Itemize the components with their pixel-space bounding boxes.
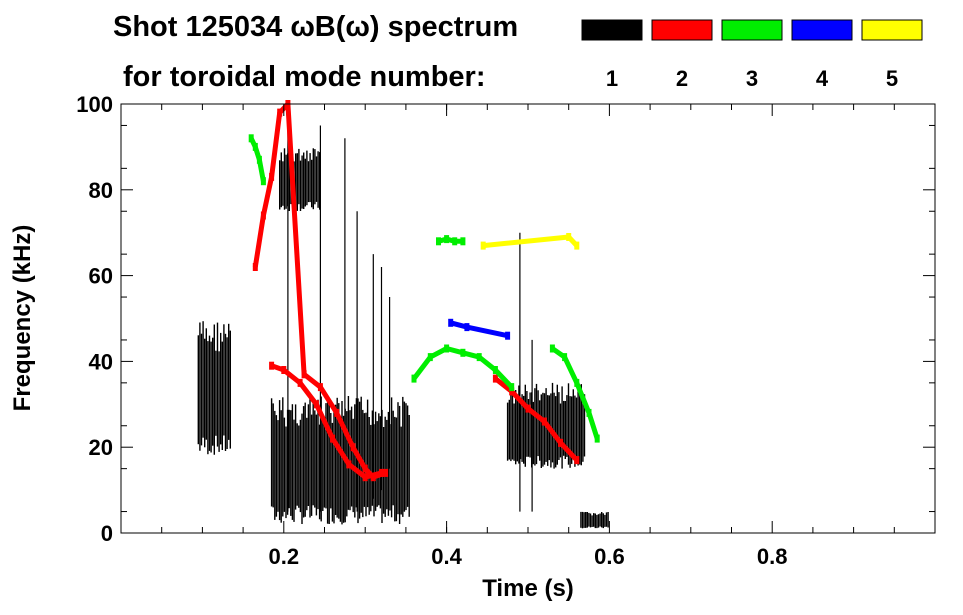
series-point — [260, 211, 266, 220]
series-n3-68khz — [436, 235, 466, 246]
series-point — [362, 464, 368, 473]
series-point — [269, 361, 275, 370]
legend-swatch-5 — [861, 19, 923, 41]
y-tick-label: 60 — [89, 264, 113, 289]
series-point — [574, 456, 580, 465]
legend-label-5: 5 — [886, 66, 898, 91]
region-n1-end-blob — [580, 511, 609, 529]
series-point — [297, 378, 303, 387]
x-tick-label: 0.4 — [431, 544, 462, 569]
series-point — [562, 353, 568, 362]
series-n4-blips — [448, 318, 511, 340]
series-point — [452, 237, 458, 246]
x-tick-label: 0.6 — [594, 544, 625, 569]
series-point — [444, 344, 450, 353]
series-line — [493, 376, 579, 462]
chart-title-line2: for toroidal mode number: — [123, 61, 486, 93]
series-point — [317, 383, 323, 392]
streak-group — [287, 125, 533, 521]
series-point — [313, 400, 319, 409]
series-point — [509, 383, 515, 392]
series-point — [509, 387, 515, 396]
series-point — [346, 460, 352, 469]
legend-swatch-4 — [791, 19, 853, 41]
series-point — [383, 468, 389, 477]
series-point — [301, 370, 307, 379]
x-tick-label: 0.8 — [757, 544, 788, 569]
spectrogram-data — [197, 100, 609, 529]
series-point — [566, 233, 572, 241]
legend: 1 2 3 4 5 — [581, 19, 923, 91]
series-point — [269, 172, 275, 181]
x-tick-label: 0.2 — [269, 544, 300, 569]
y-tick-label: 80 — [89, 178, 113, 203]
series-point — [525, 404, 531, 413]
series-n2-main-sweep — [269, 361, 384, 482]
series-point — [260, 177, 266, 186]
axes: 0 20 40 60 80 100 0.2 0.4 0.6 0.8 — [76, 92, 935, 569]
y-tick-label: 40 — [89, 349, 113, 374]
series-point — [549, 344, 555, 353]
series-point — [505, 331, 511, 340]
y-tick-label: 0 — [101, 521, 113, 546]
series-point — [480, 241, 486, 250]
series-point — [586, 408, 592, 417]
series-point — [411, 374, 417, 383]
series-point — [281, 366, 287, 374]
series-n2-late-sweep — [492, 374, 580, 465]
series-point — [427, 353, 433, 362]
series-point — [574, 378, 580, 387]
x-axis-label: Time (s) — [482, 575, 574, 602]
chart-title-line1: Shot 125034 ωB(ω) spectrum — [113, 11, 518, 43]
legend-label-2: 2 — [676, 66, 688, 91]
series-point — [558, 438, 564, 447]
series-point — [379, 468, 384, 477]
series-point — [248, 134, 254, 143]
y-tick-label: 100 — [76, 92, 113, 117]
series-point — [460, 348, 466, 357]
series-point — [492, 374, 498, 383]
series-point — [492, 366, 498, 374]
plot-area — [121, 104, 935, 533]
legend-label-1: 1 — [606, 66, 618, 91]
series-point — [460, 237, 466, 246]
series-point — [362, 473, 368, 482]
series-point — [277, 108, 283, 117]
series-line — [437, 236, 463, 244]
series-point — [448, 318, 454, 327]
series-n5-blips — [480, 233, 580, 250]
series-point — [541, 417, 547, 426]
series-line — [270, 363, 383, 480]
legend-swatch-3 — [721, 19, 783, 41]
series-point — [330, 434, 336, 443]
series-n3-arc — [411, 344, 515, 392]
series-point — [334, 408, 340, 417]
series-point — [252, 142, 258, 151]
series-point — [256, 155, 262, 164]
legend-swatch-1 — [581, 19, 643, 41]
series-point — [444, 235, 450, 244]
region-n1-early-band — [197, 321, 232, 455]
series-point — [464, 323, 470, 332]
legend-swatch-2 — [651, 19, 713, 41]
legend-label-3: 3 — [746, 66, 758, 91]
series-point — [436, 237, 441, 246]
legend-label-4: 4 — [816, 66, 829, 91]
series-point — [574, 241, 580, 250]
series-n3-late — [549, 344, 600, 443]
series-point — [476, 353, 482, 362]
region-n1-80khz-cluster — [279, 147, 321, 211]
series-point — [350, 443, 356, 452]
series-line — [248, 137, 266, 182]
series-n3-early — [248, 134, 266, 186]
series-point — [252, 263, 258, 271]
y-axis-label: Frequency (kHz) — [9, 225, 36, 412]
series-point — [594, 434, 600, 443]
y-tick-label: 20 — [89, 435, 113, 460]
